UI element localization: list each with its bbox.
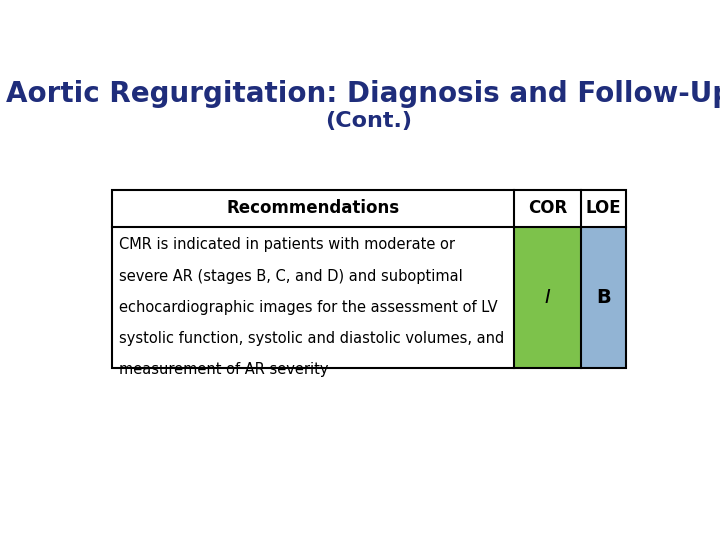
Text: LOE: LOE [585, 199, 621, 217]
Text: severe AR (stages B, C, and D) and suboptimal: severe AR (stages B, C, and D) and subop… [119, 268, 463, 284]
Text: Aortic Regurgitation: Diagnosis and Follow-Up: Aortic Regurgitation: Diagnosis and Foll… [6, 80, 720, 108]
Text: B: B [596, 288, 611, 307]
Text: Recommendations: Recommendations [227, 199, 400, 217]
Text: measurement of AR severity: measurement of AR severity [119, 362, 328, 377]
Text: CMR is indicated in patients with moderate or: CMR is indicated in patients with modera… [119, 238, 455, 252]
FancyBboxPatch shape [581, 227, 626, 368]
Text: I: I [545, 288, 550, 307]
Text: (Cont.): (Cont.) [325, 111, 413, 131]
FancyBboxPatch shape [112, 190, 626, 227]
Text: echocardiographic images for the assessment of LV: echocardiographic images for the assessm… [119, 300, 498, 315]
Text: COR: COR [528, 199, 567, 217]
FancyBboxPatch shape [514, 227, 581, 368]
Text: systolic function, systolic and diastolic volumes, and: systolic function, systolic and diastoli… [119, 331, 504, 346]
